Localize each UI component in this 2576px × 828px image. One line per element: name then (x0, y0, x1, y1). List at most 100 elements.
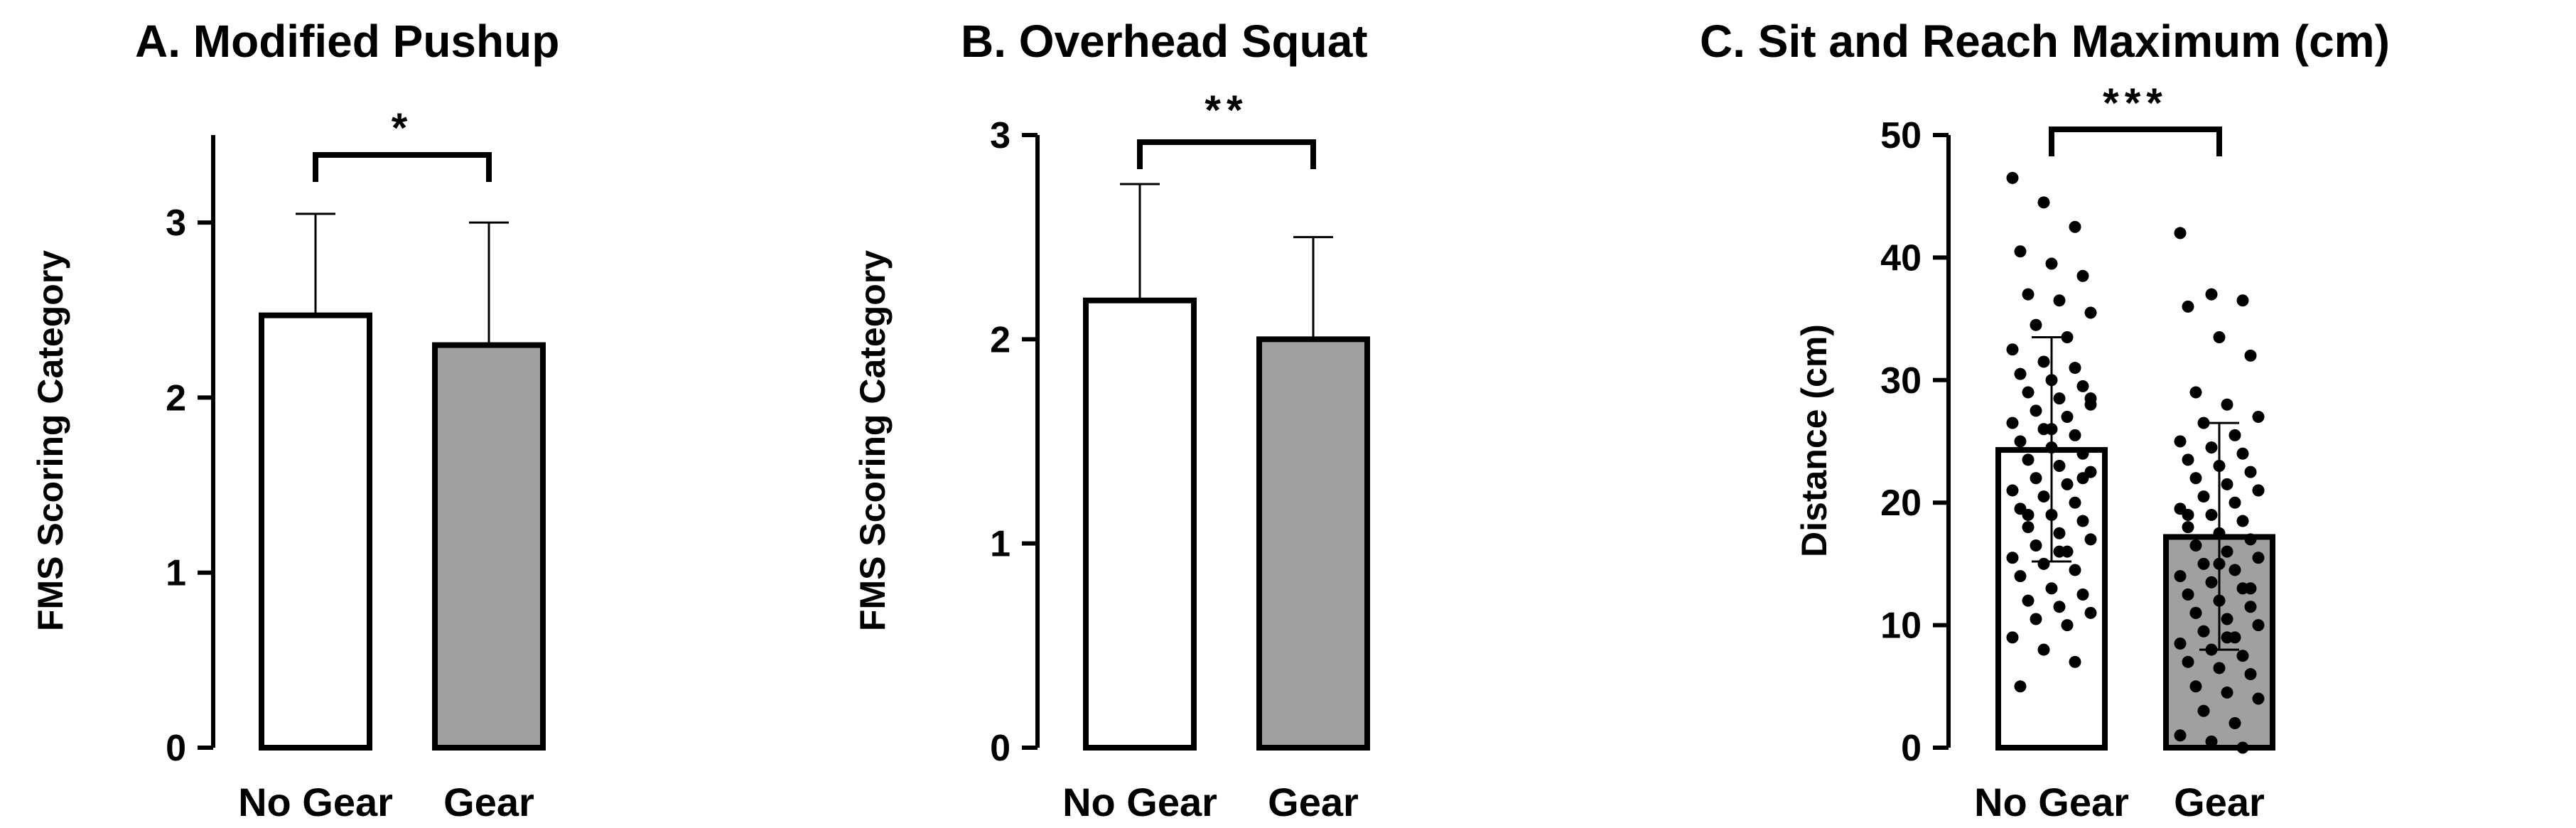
data-point (2069, 220, 2081, 233)
data-point (2244, 533, 2257, 546)
data-point (2213, 557, 2226, 570)
data-point (2006, 552, 2019, 564)
data-point (2069, 362, 2081, 375)
bar-1 (1083, 297, 1197, 751)
data-point (2221, 686, 2233, 699)
data-point (2174, 435, 2187, 448)
data-point (2061, 330, 2074, 343)
data-point (2037, 557, 2050, 570)
data-point (2236, 294, 2249, 307)
data-point (2236, 650, 2249, 662)
significance-label: *** (2103, 80, 2168, 127)
y-tick-label: 20 (1880, 483, 1922, 524)
data-point (2221, 631, 2233, 644)
data-point (2252, 619, 2265, 632)
data-point (2022, 508, 2035, 521)
significance-label: ** (1205, 87, 1248, 134)
data-point (2197, 416, 2210, 429)
data-point (2244, 466, 2257, 478)
data-point (2236, 447, 2249, 460)
data-point (2252, 692, 2265, 705)
y-tick-label: 0 (990, 728, 1011, 769)
data-point (2014, 245, 2027, 258)
y-tick-label: 1 (166, 553, 186, 594)
data-point (2022, 453, 2035, 466)
bar-2 (1256, 336, 1370, 751)
data-point (2006, 416, 2019, 429)
data-point (2205, 441, 2218, 454)
data-point (2213, 527, 2226, 539)
data-point (2182, 300, 2194, 313)
x-tick-label: Gear (443, 780, 534, 824)
data-point (2221, 478, 2233, 490)
data-point (2244, 601, 2257, 613)
bar-1 (259, 312, 372, 751)
data-point (2229, 717, 2241, 730)
data-point (2236, 741, 2249, 754)
data-point (2006, 343, 2019, 356)
data-point (2030, 404, 2042, 417)
data-point (2084, 392, 2097, 405)
data-point (2022, 521, 2035, 534)
data-point (2045, 257, 2058, 270)
data-point (2053, 545, 2066, 558)
data-point (2174, 729, 2187, 742)
data-point (2076, 269, 2089, 282)
data-point (2197, 704, 2210, 717)
bar-2 (432, 342, 546, 751)
data-point (2037, 643, 2050, 656)
data-point (2069, 655, 2081, 668)
data-point (2205, 643, 2218, 656)
data-point (2182, 588, 2194, 601)
y-tick-label: 3 (990, 115, 1011, 156)
data-point (2244, 582, 2257, 595)
data-point (2022, 594, 2035, 607)
y-tick-label: 50 (1880, 115, 1922, 156)
data-point (2014, 367, 2027, 380)
data-point (2244, 668, 2257, 681)
data-point (2084, 306, 2097, 319)
data-point (2084, 606, 2097, 619)
data-point (2061, 478, 2074, 490)
data-point (2061, 619, 2074, 632)
x-tick-label: No Gear (1062, 780, 1217, 824)
data-point (2061, 411, 2074, 424)
data-point (2053, 601, 2066, 613)
data-point (2030, 318, 2042, 331)
data-point (2014, 680, 2027, 693)
data-point (2197, 625, 2210, 638)
data-point (2252, 411, 2265, 424)
data-point (2045, 582, 2058, 595)
y-tick-label: 40 (1880, 237, 1922, 279)
data-point (2189, 539, 2202, 552)
data-point (2189, 386, 2202, 399)
data-point (2205, 288, 2218, 301)
data-point (2229, 564, 2241, 576)
data-point (2053, 294, 2066, 307)
y-axis-label: Distance (cm) (1794, 324, 1834, 557)
y-tick-label: 2 (990, 319, 1011, 360)
data-point (2182, 521, 2194, 534)
data-point (2174, 637, 2187, 650)
data-point (2213, 662, 2226, 674)
data-point (2197, 490, 2210, 503)
data-point (2006, 171, 2019, 184)
y-axis-label: FMS Scoring Category (31, 250, 70, 631)
data-point (2045, 508, 2058, 521)
x-tick-label: No Gear (238, 780, 393, 824)
data-point (2205, 735, 2218, 748)
data-point (2205, 576, 2218, 588)
y-tick-label: 0 (1901, 728, 1922, 769)
data-point (2030, 613, 2042, 625)
significance-bracket (313, 152, 492, 182)
data-point (2045, 374, 2058, 387)
significance-label: * (392, 105, 414, 151)
data-point (2030, 539, 2042, 552)
data-point (2076, 447, 2089, 460)
data-point (2252, 552, 2265, 564)
data-point (2189, 472, 2202, 485)
data-point (2006, 631, 2019, 644)
significance-bracket (2049, 127, 2222, 156)
data-point (2053, 392, 2066, 405)
